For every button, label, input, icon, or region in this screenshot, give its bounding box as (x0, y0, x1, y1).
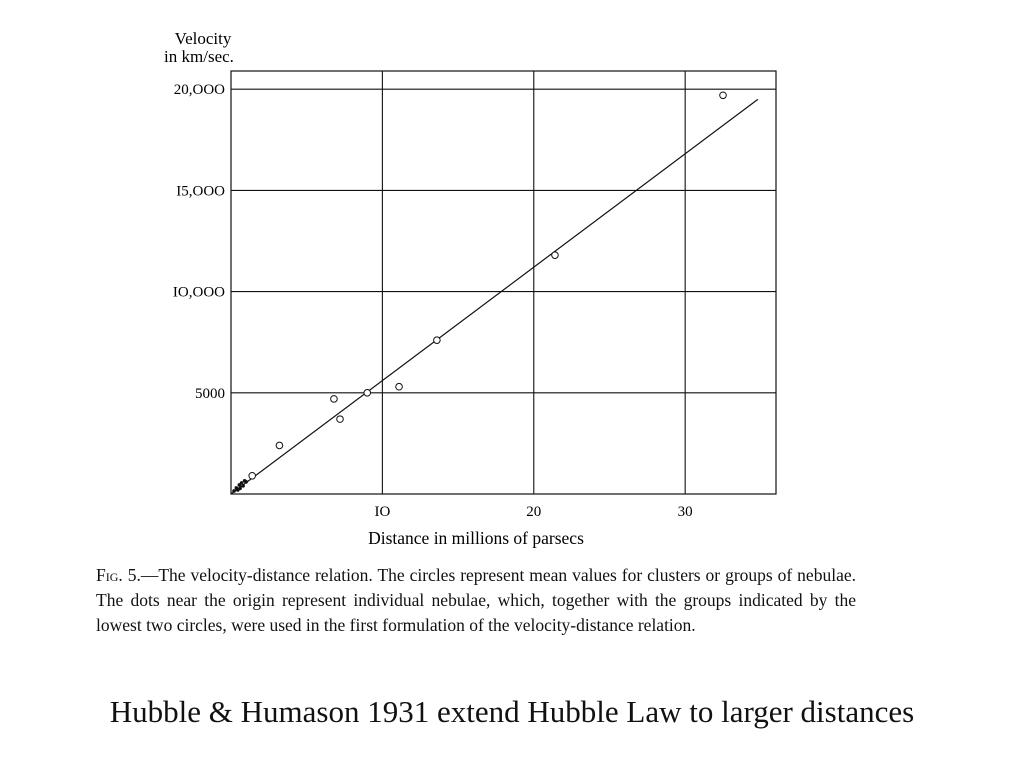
data-dot (241, 484, 245, 488)
x-tick-label: 20 (526, 504, 541, 520)
x-tick-label: 30 (678, 504, 693, 520)
y-tick-label: IO,OOO (173, 285, 225, 301)
data-circle (363, 389, 372, 397)
caption-text: —The velocity-distance relation. The cir… (96, 565, 856, 635)
data-circle (330, 395, 338, 403)
plot-frame (230, 70, 777, 495)
slide-title: Hubble & Humason 1931 extend Hubble Law … (109, 694, 915, 729)
data-dot (239, 481, 244, 485)
x-axis-label: Distance in millions of parsecs (368, 528, 584, 548)
x-tick-label: IO (374, 504, 390, 520)
figure-label: Fig. 5. (96, 565, 141, 585)
grid-layer (231, 71, 776, 494)
data-circle (551, 251, 559, 259)
y-tick-label: 20,OOO (174, 82, 225, 98)
fit-line (230, 98, 759, 495)
y-axis-label-line2: in km/sec. (164, 47, 234, 66)
tick-labels: IO 20 30 5000 IO,OOO I5,OOO 20,OOO (173, 82, 693, 520)
figure-caption: Fig. 5.—The velocity-distance relation. … (96, 563, 856, 638)
y-axis-label-line1: Velocity (175, 29, 232, 48)
data-circle (248, 471, 256, 480)
hubble-chart: IO 20 30 5000 IO,OOO I5,OOO 20,OOO Velocity in… (164, 29, 777, 548)
data-dot (244, 480, 248, 484)
data-circle (719, 91, 727, 100)
data-marks (232, 91, 727, 493)
y-tick-label: I5,OOO (176, 183, 225, 199)
data-circle (433, 336, 441, 344)
data-dot (238, 486, 242, 491)
data-circle (336, 415, 344, 423)
data-circle (275, 441, 284, 450)
data-dot (232, 489, 236, 493)
data-circle (395, 382, 403, 391)
y-tick-label: 5000 (195, 386, 225, 402)
